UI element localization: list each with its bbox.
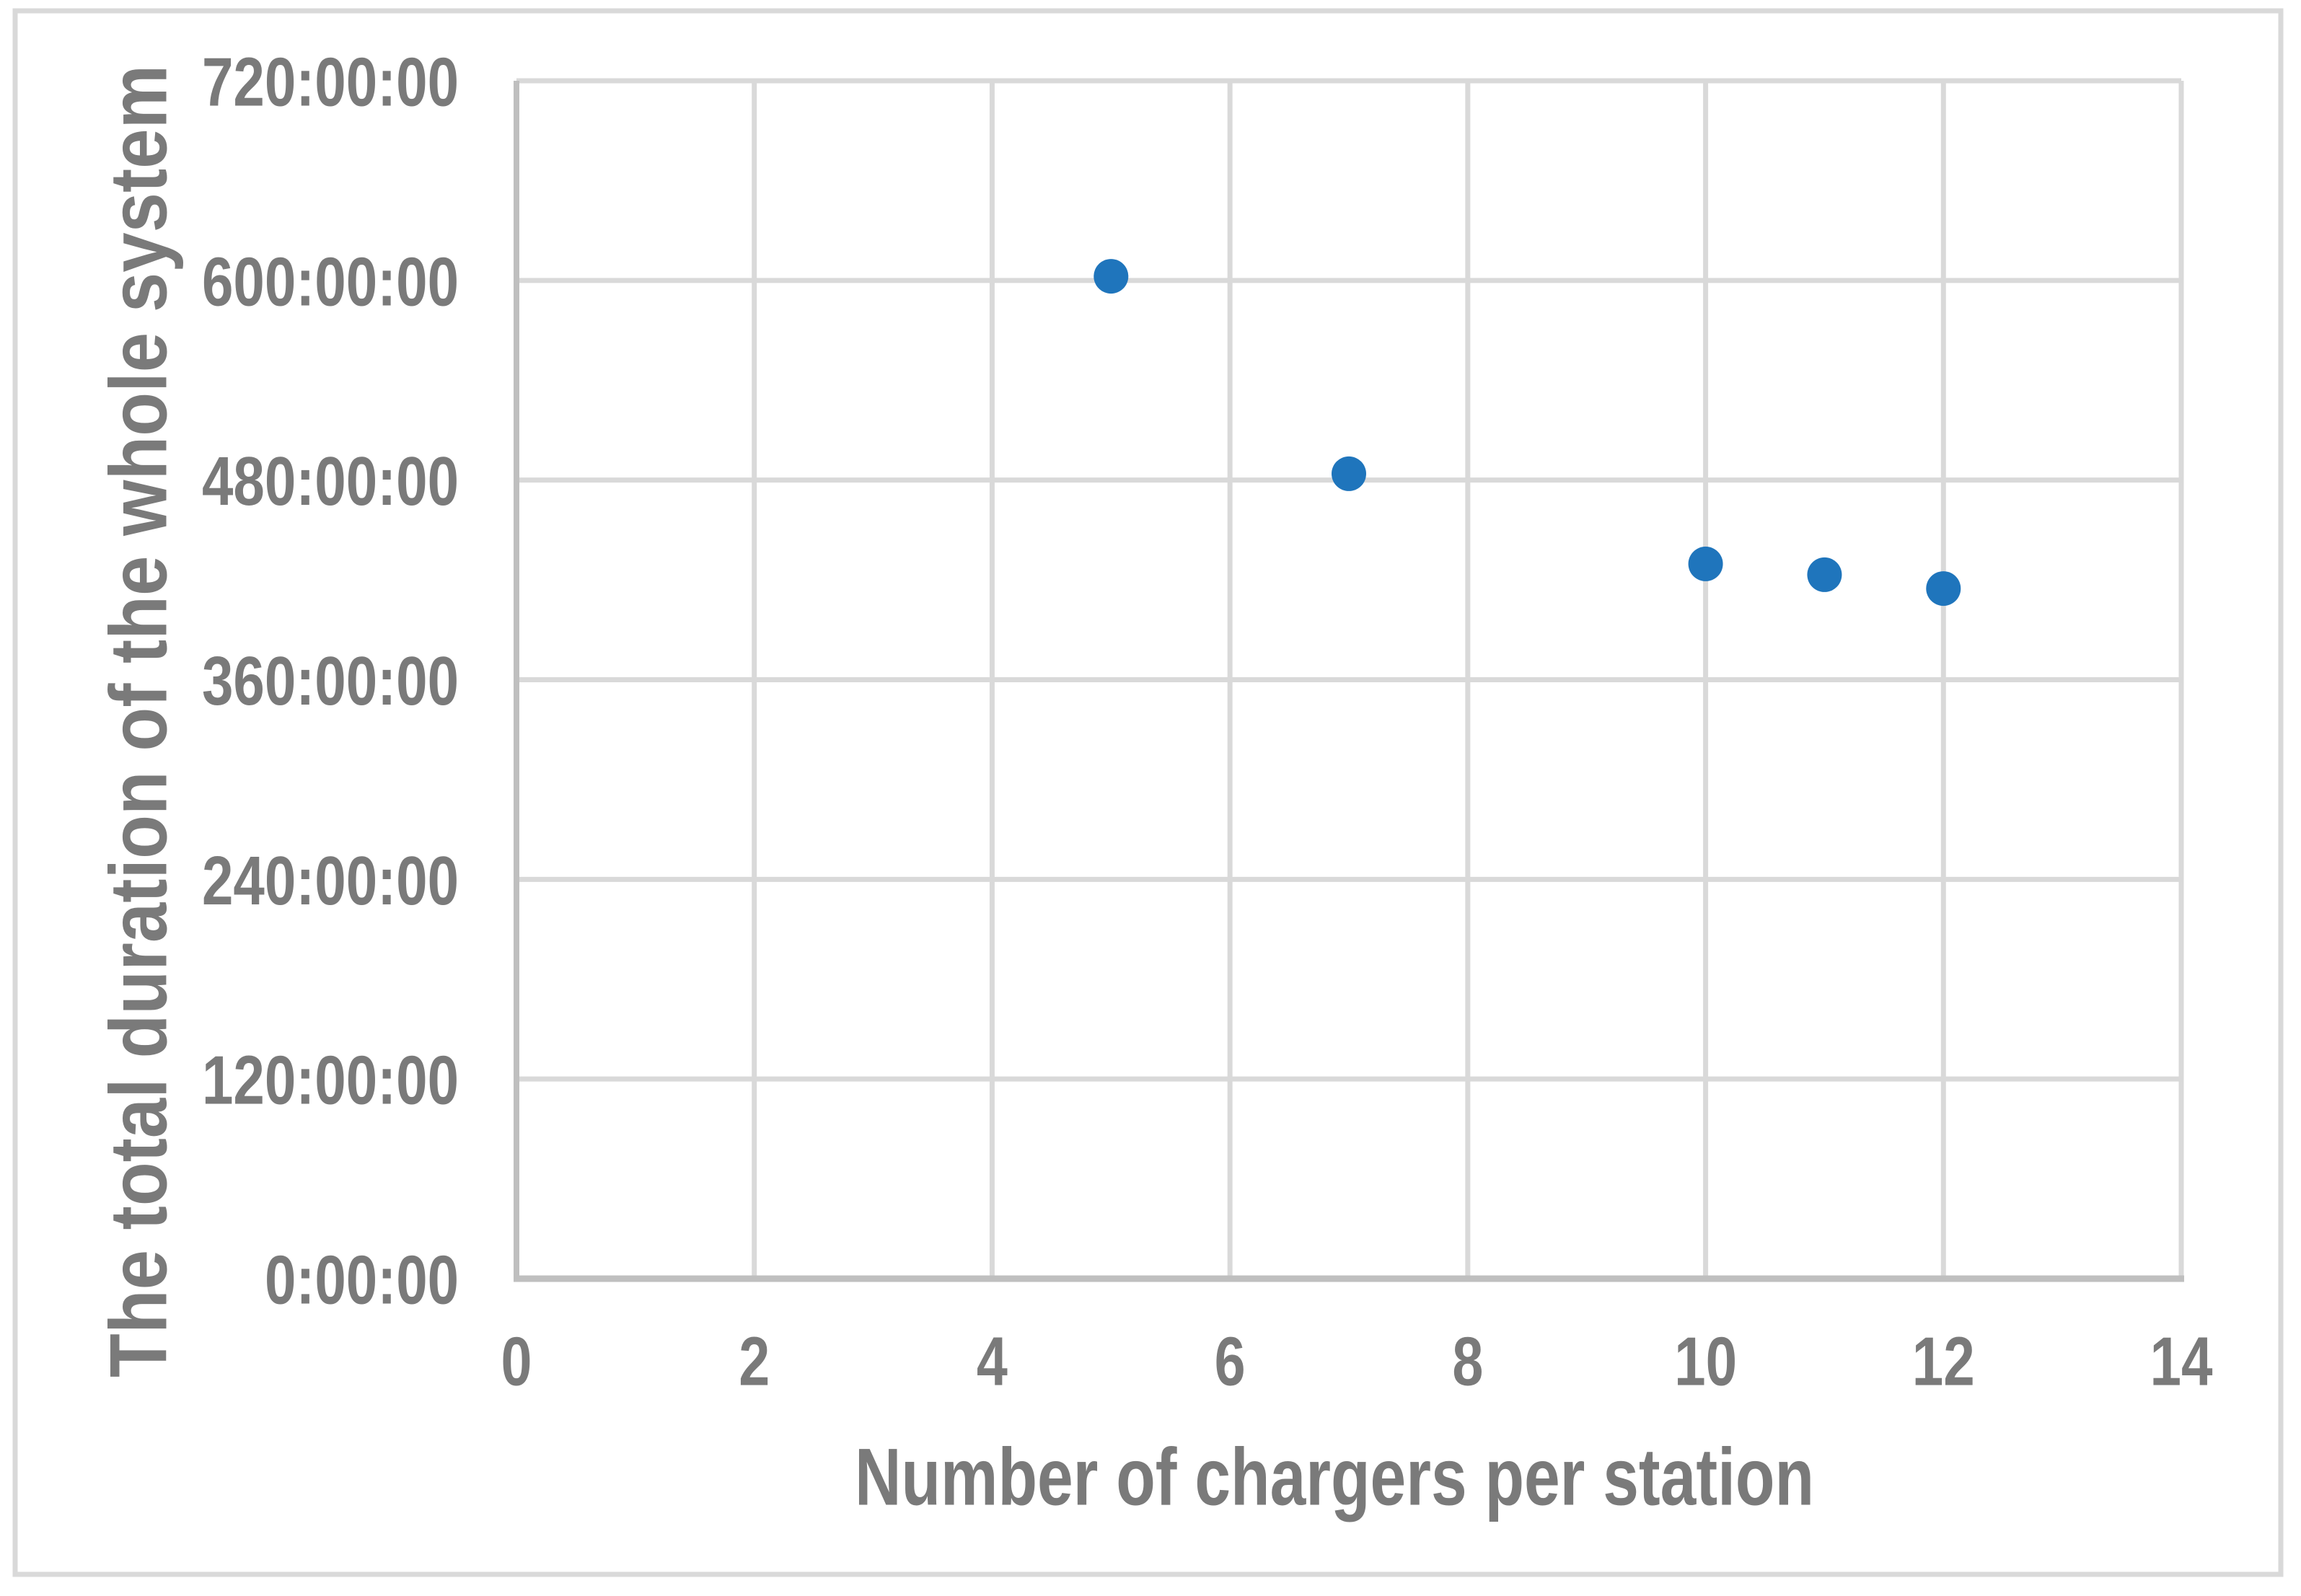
y-tick-label: 240:00:00 (202, 842, 459, 920)
x-tick-label: 6 (1215, 1323, 1246, 1401)
y-tick-label: 360:00:00 (202, 643, 459, 720)
x-tick-label: 4 (977, 1323, 1008, 1401)
data-point (1807, 557, 1842, 592)
y-tick-label: 0:00:00 (265, 1242, 459, 1319)
y-tick-label: 720:00:00 (202, 44, 459, 121)
data-point (1332, 456, 1366, 491)
chart-root: 0:00:00 120:00:00 240:00:00 360:00:00 480:00… (12, 8, 2284, 1577)
figure-border (12, 8, 2284, 1577)
x-tick-label: 8 (1452, 1323, 1483, 1401)
x-tick-label: 12 (1912, 1323, 1975, 1401)
x-tick-label: 14 (2150, 1323, 2213, 1401)
data-point (1094, 259, 1129, 294)
y-tick-label: 600:00:00 (202, 243, 459, 320)
data-point (1926, 571, 1961, 607)
data-point (1688, 546, 1723, 581)
x-axis-title: Number of chargers per station (855, 1432, 1814, 1522)
x-tick-label: 0 (501, 1323, 532, 1401)
x-tick-label: 2 (739, 1323, 770, 1401)
y-tick-label: 480:00:00 (202, 443, 459, 520)
y-axis-title: The total duration of the whole system (93, 65, 183, 1377)
y-tick-label: 120:00:00 (202, 1042, 459, 1119)
x-tick-label: 10 (1674, 1323, 1737, 1401)
